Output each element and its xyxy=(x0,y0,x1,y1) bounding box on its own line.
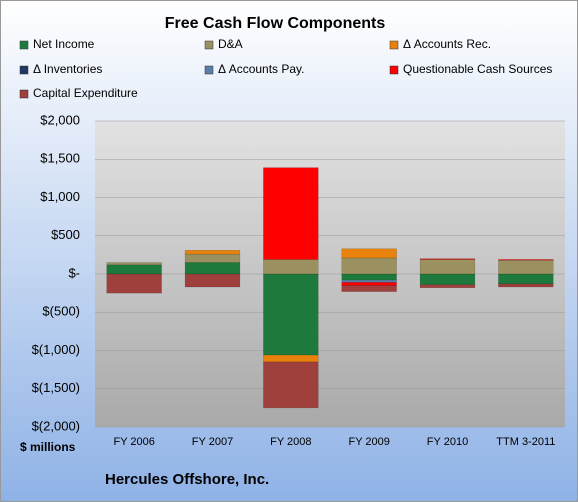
bar-segment xyxy=(106,262,162,266)
bar-segment xyxy=(263,354,319,363)
bar-segment xyxy=(263,259,319,275)
x-tick-label: FY 2006 xyxy=(113,436,154,448)
bar-segment xyxy=(498,259,554,275)
legend-label: Net Income xyxy=(33,37,95,51)
bar-segment xyxy=(263,361,319,409)
bar-segment xyxy=(184,253,241,263)
bar-segment xyxy=(498,259,554,261)
footer: Hercules Offshore, Inc. xyxy=(105,471,269,488)
y-tick-label: $(1,000) xyxy=(32,342,80,357)
y-tick-label: $500 xyxy=(51,227,80,242)
legend-swatch xyxy=(19,89,29,99)
x-tick-label: FY 2008 xyxy=(270,436,311,448)
bar-segment xyxy=(263,273,319,356)
y-tick-label: $(500) xyxy=(42,304,80,319)
bar-segment xyxy=(498,283,554,288)
x-tick-label: FY 2007 xyxy=(192,436,233,448)
y-tick-label: $(1,500) xyxy=(32,380,80,395)
y-tick-label: $1,000 xyxy=(40,189,80,204)
legend-swatch xyxy=(204,40,214,50)
legend-swatch xyxy=(389,40,399,50)
bar-segment xyxy=(419,284,476,289)
legend-label: Capital Expenditure xyxy=(33,86,138,100)
bar-segment xyxy=(184,262,241,275)
y-tick-label: $- xyxy=(68,265,80,280)
legend-swatch xyxy=(389,65,399,75)
bar-segment xyxy=(341,257,397,275)
bar-segment xyxy=(341,279,397,283)
y-tick-label: $(2,000) xyxy=(32,418,80,433)
bar-segment xyxy=(106,264,162,275)
y-axis-label: $ millions xyxy=(20,440,76,454)
legend-label: D&A xyxy=(218,37,243,51)
legend-label: Δ Inventories xyxy=(33,62,102,76)
x-tick-label: TTM 3-2011 xyxy=(496,436,555,448)
bar-segment xyxy=(498,273,554,285)
bar-segment xyxy=(419,258,476,260)
bar-segment xyxy=(184,250,241,255)
y-tick-label: $2,000 xyxy=(40,112,80,127)
bar-segment xyxy=(263,167,319,260)
bar-segment xyxy=(341,285,397,292)
legend-swatch xyxy=(19,40,29,50)
chart-title: Free Cash Flow Components xyxy=(165,15,386,32)
bar-segment xyxy=(341,282,397,286)
x-tick-label: FY 2009 xyxy=(348,436,389,448)
bar-segment xyxy=(341,273,397,281)
bar-segment xyxy=(106,273,162,294)
bar-segment xyxy=(184,273,241,288)
legend-label: Δ Accounts Rec. xyxy=(403,37,491,51)
bar-segment xyxy=(419,259,476,275)
legend-swatch xyxy=(19,65,29,75)
bar-segment xyxy=(419,273,476,285)
y-tick-label: $1,500 xyxy=(40,151,80,166)
legend-swatch xyxy=(204,65,214,75)
bar-segment xyxy=(341,248,397,259)
legend-label: Δ Accounts Pay. xyxy=(218,62,305,76)
legend-label: Questionable Cash Sources xyxy=(403,62,552,76)
x-tick-label: FY 2010 xyxy=(427,436,468,448)
